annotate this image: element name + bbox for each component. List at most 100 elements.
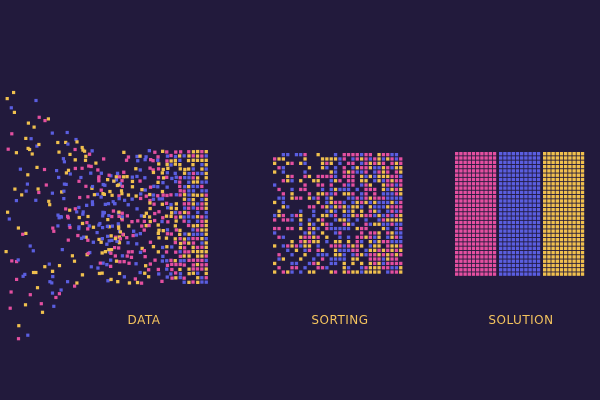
sorting-pixel [312, 226, 316, 231]
solution-pixel-pink [488, 272, 492, 276]
sorting-pixel [329, 196, 333, 200]
data-pixel [101, 212, 105, 216]
solution-pixel-pink [455, 177, 459, 182]
solution-pixel-yellow [572, 212, 576, 216]
data-pixel [144, 194, 148, 198]
solution-pixel-yellow [580, 177, 585, 182]
sorting-pixel [355, 226, 359, 231]
solution-pixel-blue [524, 272, 528, 276]
solution-pixel-blue [536, 246, 541, 250]
data-pixel [124, 158, 129, 162]
solution-pixel-blue [528, 220, 532, 225]
sorting-pixel [346, 248, 351, 252]
sorting-pixel [390, 153, 394, 157]
data-pixel [14, 199, 18, 203]
solution-pixel-yellow [564, 263, 568, 268]
sorting-pixel [373, 266, 377, 270]
data-pixel [191, 176, 195, 180]
data-pixel [52, 229, 56, 233]
data-pixel [87, 224, 91, 228]
data-pixel [195, 154, 200, 158]
solution-pixel-blue [499, 177, 503, 182]
sorting-pixel [273, 261, 277, 266]
data-pixel [204, 150, 208, 154]
solution-pixel-blue [528, 164, 532, 169]
data-pixel [57, 150, 61, 154]
sorting-pixel [381, 240, 386, 244]
data-pixel [156, 223, 160, 227]
data-pixel [187, 176, 191, 180]
solution-pixel-yellow [580, 195, 585, 199]
sorting-pixel [333, 213, 338, 218]
solution-pixel-pink [488, 203, 492, 207]
data-pixel [55, 169, 59, 173]
sorting-pixel [360, 153, 364, 157]
solution-pixel-yellow [576, 207, 580, 212]
data-pixel [138, 154, 142, 158]
solution-pixel-pink [476, 186, 480, 190]
solution-pixel-blue [503, 190, 507, 195]
sorting-pixel [290, 226, 294, 231]
solution-pixel-blue [520, 203, 524, 207]
solution-pixel-pink [455, 207, 459, 212]
data-pixel [9, 106, 13, 110]
solution-pixel-yellow [576, 212, 580, 216]
solution-pixel-blue [528, 268, 532, 272]
data-pixel [200, 189, 204, 193]
data-pixel [187, 267, 191, 271]
solution-pixel-pink [484, 177, 488, 182]
data-pixel [43, 265, 47, 269]
solution-pixel-pink [459, 164, 463, 169]
sorting-pixel [390, 235, 394, 239]
solution-pixel-yellow [543, 177, 547, 182]
solution-pixel-blue [503, 216, 507, 220]
solution-pixel-pink [455, 203, 459, 207]
solution-pixel-pink [459, 250, 463, 255]
solution-pixel-pink [476, 233, 480, 238]
data-pixel [182, 246, 187, 250]
data-pixel [57, 264, 62, 268]
sorting-pixel [364, 200, 368, 205]
solution-pixel-blue [503, 272, 507, 276]
solution-pixel-yellow [564, 207, 568, 212]
solution-pixel-pink [480, 238, 484, 242]
data-pixel [186, 211, 191, 215]
solution-pixel-blue [507, 250, 511, 255]
sorting-pixel [303, 244, 307, 248]
solution-pixel-blue [515, 186, 520, 190]
solution-pixel-pink [471, 216, 476, 220]
sorting-pixel [351, 209, 355, 213]
sorting-pixel [360, 209, 364, 213]
solution-pixel-yellow [576, 229, 580, 233]
data-pixel [61, 157, 65, 161]
sorting-pixel [364, 170, 368, 174]
solution-pixel-pink [467, 186, 471, 190]
data-pixel [169, 206, 173, 210]
data-pixel [191, 271, 195, 275]
data-pixel [204, 163, 208, 167]
solution-pixel-yellow [551, 190, 555, 195]
data-pixel [73, 284, 77, 288]
solution-pixel-yellow [568, 160, 572, 164]
sorting-pixel [312, 270, 316, 274]
data-pixel [12, 90, 16, 95]
solution-pixel-yellow [564, 199, 568, 203]
solution-pixel-pink [459, 173, 463, 177]
sorting-pixel [399, 157, 403, 161]
solution-pixel-blue [528, 207, 532, 212]
data-pixel [174, 271, 178, 275]
data-pixel [106, 178, 110, 182]
solution-pixel-blue [499, 220, 503, 225]
sorting-pixel [303, 240, 307, 244]
solution-pixel-blue [532, 182, 536, 186]
sorting-pixel [338, 240, 342, 244]
solution-pixel-yellow [543, 272, 547, 276]
data-pixel [191, 171, 196, 176]
caption-sorting: SORTING [311, 313, 369, 327]
solution-pixel-yellow [576, 195, 580, 199]
sorting-pixel [399, 192, 403, 196]
data-pixel [75, 210, 79, 214]
solution-pixel-yellow [559, 225, 564, 229]
solution-pixel-pink [484, 156, 488, 160]
sorting-pixel [390, 261, 394, 266]
